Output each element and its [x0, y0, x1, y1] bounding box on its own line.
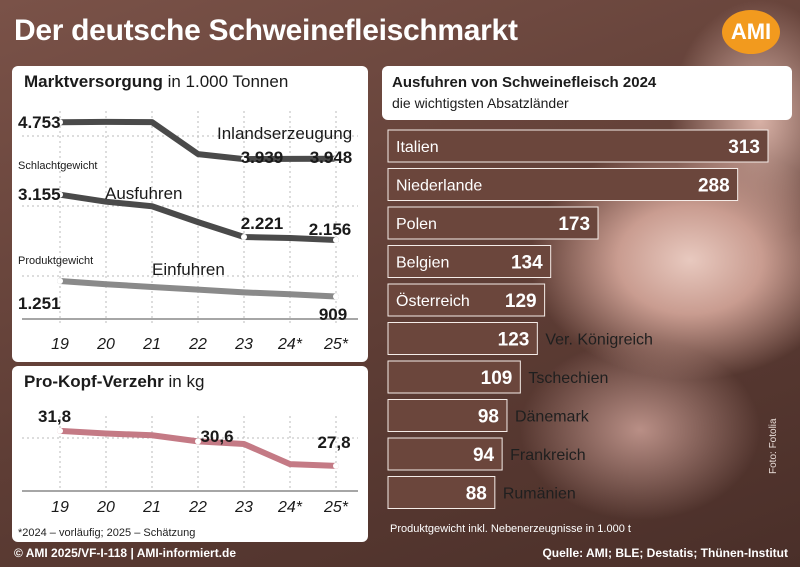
value-label: 30,6 [200, 427, 233, 446]
value-label: 2.221 [241, 214, 284, 233]
x-tick-label: 23 [234, 336, 253, 353]
value-label: 31,8 [38, 407, 71, 426]
series-line [57, 278, 339, 300]
series-label: Ausfuhren [105, 184, 183, 203]
exports-chart-subtitle: die wichtigsten Absatzländer [392, 95, 569, 111]
x-tick-label: 22 [188, 499, 207, 516]
value-label: 3.939 [241, 148, 284, 167]
consumption-chart-title: Pro-Kopf-Verzehr in kg [24, 372, 205, 391]
ami-logo: AMI [722, 10, 780, 54]
x-tick-label: 25* [323, 336, 349, 353]
value-label: 4.753 [18, 113, 61, 132]
x-tick-label: 22 [188, 336, 207, 353]
value-label: 1.251 [18, 294, 61, 313]
x-tick-label: 19 [51, 336, 69, 353]
side-label: Schlachtgewicht [18, 160, 98, 172]
value-label: 3.155 [18, 185, 61, 204]
x-tick-label: 25* [323, 499, 349, 516]
series-label: Inlandserzeugung [217, 124, 352, 143]
x-tick-label: 20 [96, 499, 115, 516]
page-title: Der deutsche Schweinefleischmarkt [14, 14, 518, 47]
exports-unit-note: Produktgewicht inkl. Nebenerzeugnisse in… [390, 523, 631, 535]
x-tick-label: 24* [277, 336, 303, 353]
x-tick-label: 24* [277, 499, 303, 516]
data-point [57, 278, 63, 285]
data-point [241, 234, 247, 241]
footer-copyright: © AMI 2025/VF-I-118 | AMI-informiert.de [14, 546, 237, 560]
value-label: 3.948 [310, 148, 353, 167]
supply-chart-title: Marktversorgung in 1.000 Tonnen [24, 72, 289, 91]
series-label: Einfuhren [152, 260, 225, 279]
photo-credit: Foto: Fotolia [768, 418, 779, 474]
x-tick-label: 23 [234, 499, 253, 516]
value-label: 909 [319, 305, 347, 324]
value-label: 2.156 [309, 220, 352, 239]
x-tick-label: 21 [142, 336, 161, 353]
data-point [333, 293, 339, 300]
consumption-line-chart: 31,8 30,6 27,8 19 20 21 22 23 24* 25* *2024 – vorl… [18, 407, 358, 539]
footer-source: Quelle: AMI; BLE; Destatis; Thünen-Insti… [542, 546, 788, 560]
x-tick-label: 20 [96, 336, 115, 353]
value-label: 27,8 [317, 433, 350, 452]
series-line [57, 118, 339, 163]
exports-chart-title: Ausfuhren von Schweinefleisch 2024 [392, 74, 657, 91]
side-label: Produktgewicht [18, 255, 93, 267]
consumption-chart-panel: Pro-Kopf-Verzehr in kg 31,8 30,6 27,8 19 20 2… [12, 366, 368, 542]
x-tick-label: 21 [142, 499, 161, 516]
data-point [195, 438, 201, 445]
data-point [57, 191, 63, 198]
footnote: *2024 – vorläufig; 2025 – Schätzung [18, 527, 195, 539]
series-line [57, 191, 339, 243]
data-point [333, 236, 339, 243]
x-tick-label: 19 [51, 499, 69, 516]
data-point [333, 155, 339, 162]
exports-header-box [382, 66, 792, 120]
supply-line-chart: 4.753 3.939 3.948 3.155 2.221 2.156 1.251 909 In… [18, 111, 358, 353]
data-point [57, 427, 63, 434]
supply-chart-panel: Marktversorgung in 1.000 Tonnen 4.753 3.9… [12, 66, 368, 362]
data-point [333, 462, 339, 469]
data-point [57, 119, 63, 126]
data-point [241, 156, 247, 163]
